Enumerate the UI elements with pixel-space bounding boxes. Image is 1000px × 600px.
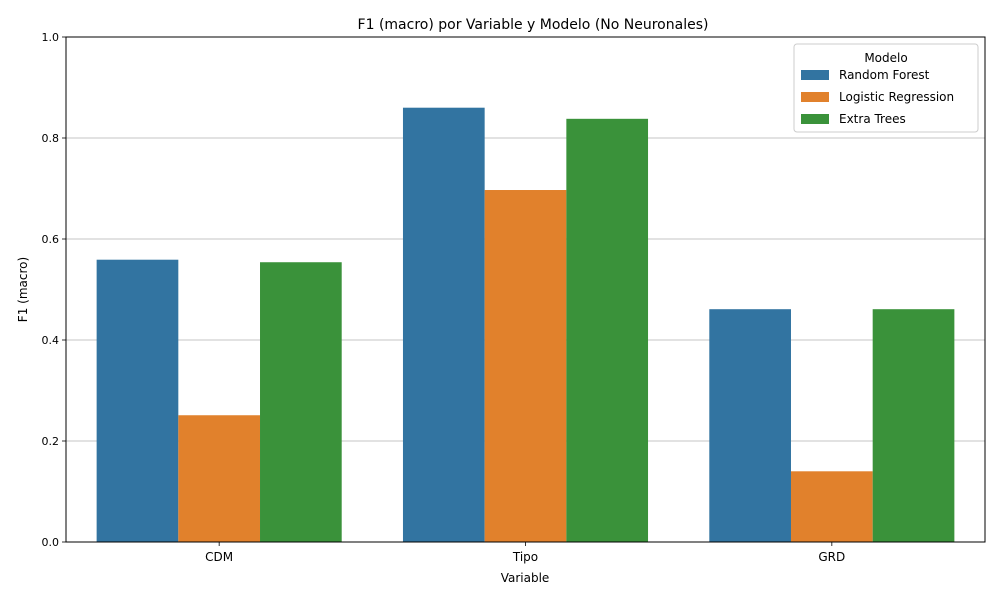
bar-grd-extra-trees — [872, 309, 955, 542]
legend: Modelo Random Forest Logistic Regression E… — [793, 43, 979, 133]
legend-swatch — [801, 92, 829, 102]
legend-swatch — [801, 114, 829, 124]
bar-tipo-random-forest — [402, 107, 485, 542]
legend-swatch — [801, 70, 829, 80]
y-tick-label: 1.0 — [42, 31, 60, 44]
x-tick-label: Tipo — [512, 550, 538, 564]
chart-title: F1 (macro) por Variable y Modelo (No Neu… — [358, 17, 709, 33]
bar-grd-random-forest — [709, 309, 791, 542]
y-tick-label: 0.2 — [42, 435, 60, 448]
bar-cdm-random-forest — [96, 259, 179, 542]
x-tick-label: GRD — [818, 550, 845, 564]
legend-label: Logistic Regression — [839, 90, 954, 104]
x-tick-label: CDM — [205, 550, 233, 564]
legend-label: Extra Trees — [839, 112, 906, 126]
bar-cdm-logistic-regression — [178, 415, 261, 542]
y-tick-label: 0.4 — [42, 334, 60, 347]
x-axis-label: Variable — [501, 571, 550, 585]
y-axis-label: F1 (macro) — [16, 257, 30, 322]
y-axis: 0.0 0.2 0.4 0.6 0.8 1.0 — [42, 31, 66, 549]
bar-grd-logistic-regression — [790, 471, 873, 542]
bar-tipo-logistic-regression — [484, 190, 567, 542]
y-tick-label: 0.8 — [42, 132, 60, 145]
legend-box — [793, 43, 979, 133]
y-tick-label: 0.0 — [42, 536, 60, 549]
y-tick-label: 0.6 — [42, 233, 60, 246]
legend-label: Random Forest — [839, 68, 930, 82]
bar-tipo-extra-trees — [566, 118, 649, 542]
legend-title: Modelo — [864, 51, 907, 65]
bars — [96, 107, 955, 542]
x-axis: CDM Tipo GRD — [205, 542, 845, 564]
plot-frame — [65, 36, 986, 543]
bar-cdm-extra-trees — [260, 262, 342, 542]
